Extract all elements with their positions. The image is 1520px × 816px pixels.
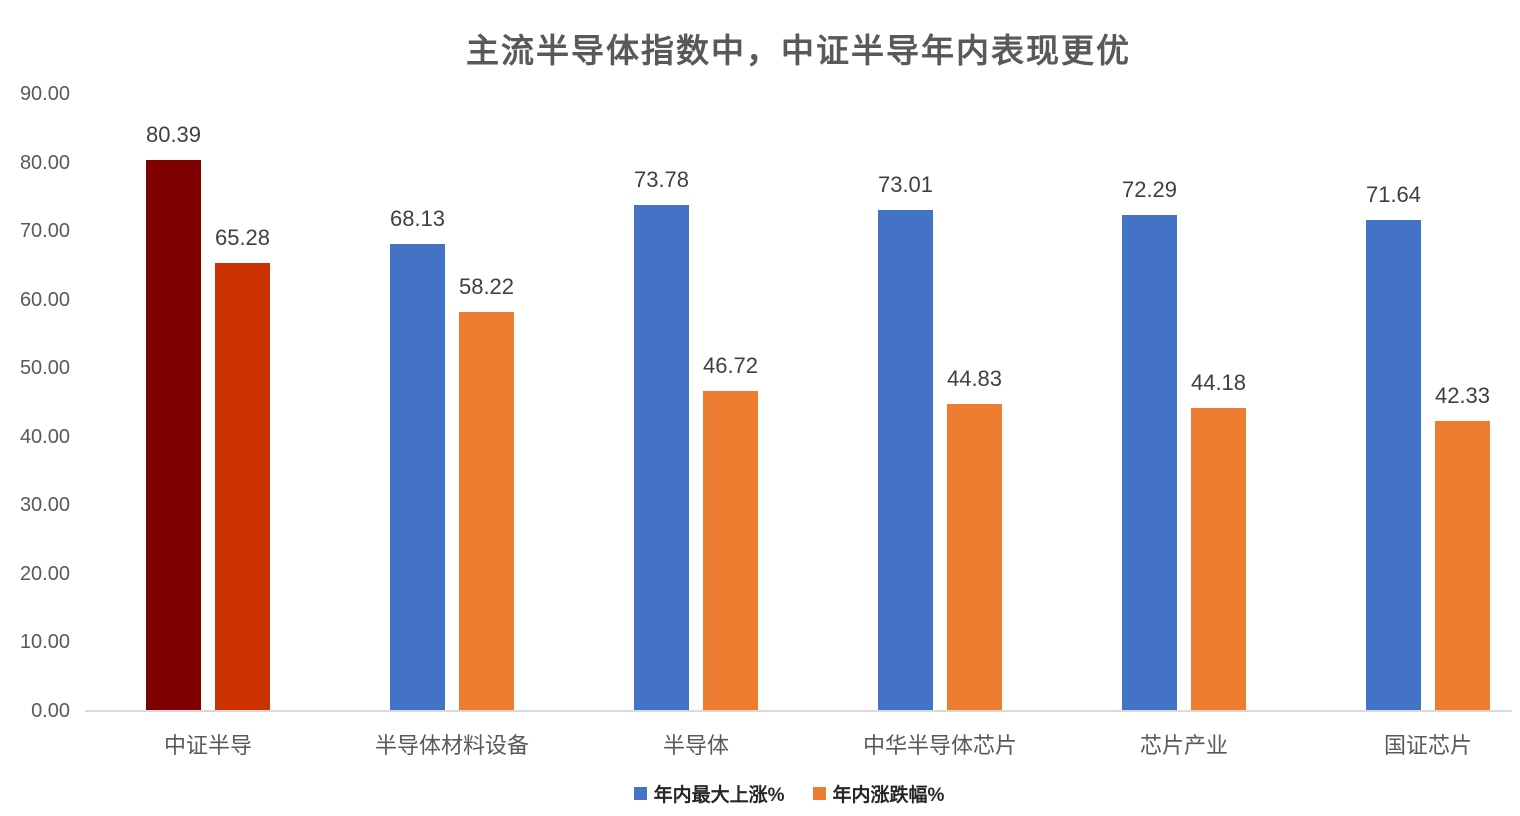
x-category-label: 国证芯片 [1383, 733, 1472, 758]
legend-swatch-icon [633, 786, 647, 800]
bar-series2-3 [703, 391, 758, 711]
bar-series1-3 [634, 205, 689, 711]
bar-value-label: 72.29 [1121, 177, 1178, 202]
y-tick-label: 80.00 [19, 151, 70, 174]
y-tick-label: 40.00 [19, 425, 70, 448]
bar-series1-2 [390, 244, 445, 711]
y-tick-label: 10.00 [19, 631, 70, 654]
bar-value-label: 65.28 [214, 225, 271, 250]
bar-value-label: 44.83 [946, 366, 1003, 391]
legend-item: 年内涨跌幅% [812, 780, 945, 807]
bar-value-label: 42.33 [1434, 383, 1491, 408]
bar-series2-2 [459, 312, 514, 711]
x-category-label: 芯片产业 [1139, 733, 1228, 758]
legend: 年内最大上涨% 年内涨跌幅% [58, 780, 1520, 807]
bar-series2-5 [1191, 408, 1246, 711]
bar-value-label: 44.18 [1190, 370, 1247, 395]
bar-value-label: 73.01 [877, 172, 934, 197]
y-tick-label: 90.00 [19, 83, 70, 105]
legend-swatch-icon [812, 786, 826, 800]
legend-item: 年内最大上涨% [633, 780, 785, 807]
y-tick-label: 50.00 [19, 357, 70, 380]
y-tick-label: 60.00 [19, 288, 70, 311]
legend-label: 年内最大上涨% [653, 784, 785, 806]
bar-value-label: 46.72 [702, 353, 759, 378]
bar-value-label: 58.22 [458, 274, 515, 299]
bar-series1-6 [1366, 220, 1421, 711]
y-tick-label: 30.00 [19, 494, 70, 517]
bar-series1-1 [146, 160, 201, 711]
bar-value-label: 71.64 [1365, 182, 1422, 207]
bar-series1-5 [1122, 215, 1177, 711]
x-category-label: 半导体材料设备 [374, 733, 529, 758]
bar-series2-6 [1435, 421, 1490, 711]
y-tick-label: 70.00 [19, 220, 70, 243]
x-category-label: 半导体 [662, 733, 729, 758]
x-category-label: 中华半导体芯片 [862, 733, 1017, 758]
chart-title: 主流半导体指数中，中证半导年内表现更优 [466, 32, 1131, 69]
bar-value-label: 73.78 [633, 167, 690, 192]
y-tick-label: 20.00 [19, 562, 70, 585]
y-tick-label: 0.00 [31, 700, 70, 722]
bar-series2-4 [947, 404, 1002, 711]
legend-label: 年内涨跌幅% [832, 784, 945, 806]
x-axis-line [85, 710, 1512, 712]
bar-series2-1 [215, 263, 270, 711]
x-category-label: 中证半导 [163, 733, 252, 758]
bar-series1-4 [878, 210, 933, 711]
bar-value-label: 80.39 [145, 122, 202, 147]
bar-value-label: 68.13 [389, 206, 446, 231]
